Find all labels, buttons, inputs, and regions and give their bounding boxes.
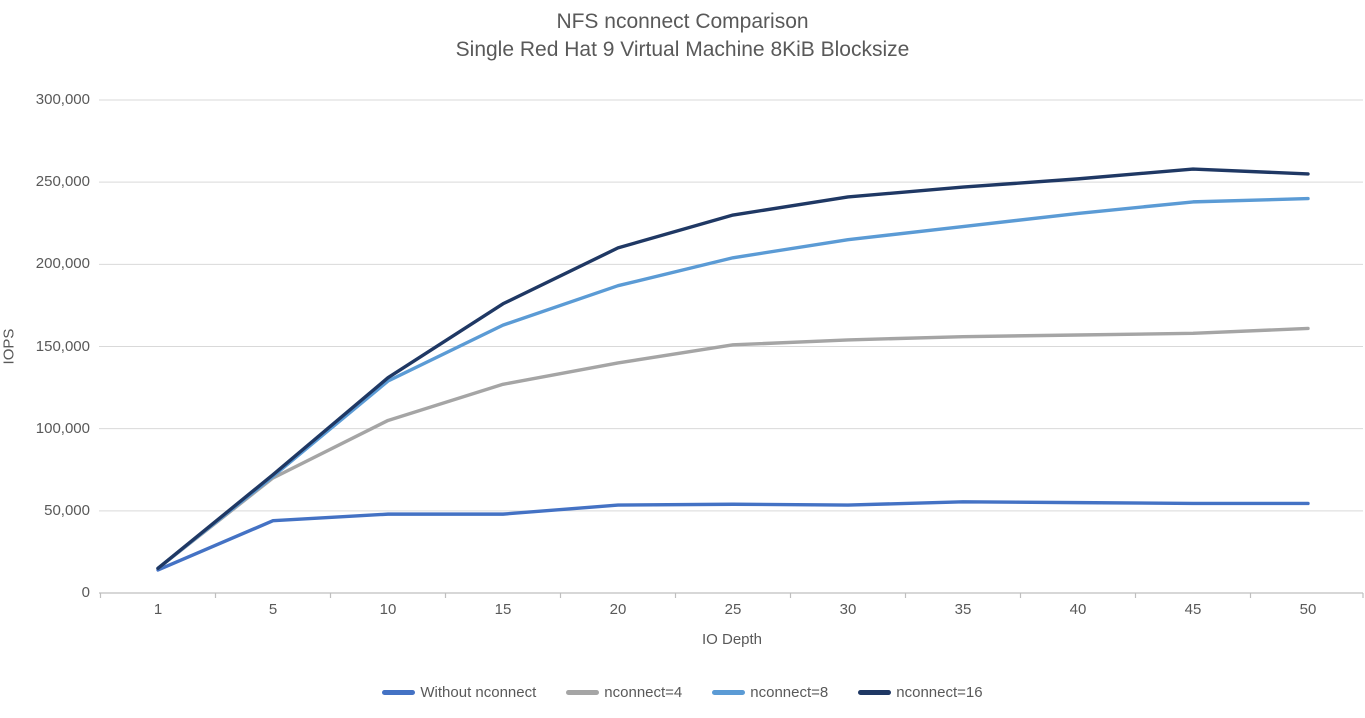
x-tick-label: 5 xyxy=(268,601,278,618)
legend: Without nconnect nconnect=4 nconnect=8 ncon… xyxy=(0,684,1365,701)
legend-line-swatch-icon xyxy=(382,690,416,695)
chart-title-line1: NFS nconnect Comparison xyxy=(556,10,809,33)
y-tick-label: 100,000 xyxy=(35,419,90,437)
legend-line-swatch-icon xyxy=(566,690,600,695)
legend-item-nconnect-16: nconnect=16 xyxy=(858,684,983,701)
x-tick-label: 35 xyxy=(954,601,972,618)
x-tick-label: 10 xyxy=(379,601,397,618)
legend-line-swatch-icon xyxy=(858,690,892,695)
y-tick-label: 50,000 xyxy=(44,501,90,519)
x-tick-label: 50 xyxy=(1299,601,1317,618)
x-tick-label: 1 xyxy=(153,601,163,618)
x-tick-label: 25 xyxy=(724,601,742,618)
x-tick-label: 45 xyxy=(1184,601,1202,618)
series-line-nconnect-4 xyxy=(156,326,1310,571)
y-tick-label: 300,000 xyxy=(35,91,90,108)
series-line-nconnect-8 xyxy=(156,196,1310,571)
y-tick-label: 0 xyxy=(81,584,90,601)
legend-label: nconnect=16 xyxy=(896,684,983,701)
legend-label: nconnect=4 xyxy=(604,684,683,701)
chart-title: NFS nconnect Comparison Single Red Hat 9… xyxy=(0,8,1365,64)
x-tick-label: 20 xyxy=(609,601,627,618)
legend-line-swatch-icon xyxy=(712,690,746,695)
legend-label: Without nconnect xyxy=(420,684,537,701)
legend-item-without-nconnect: Without nconnect xyxy=(382,684,536,701)
series-line-without-nconnect xyxy=(156,500,1310,572)
x-tick-label: 40 xyxy=(1069,601,1087,618)
y-tick-label: 200,000 xyxy=(35,255,90,273)
legend-item-nconnect-8: nconnect=8 xyxy=(712,684,828,701)
legend-label: nconnect=8 xyxy=(750,684,829,701)
y-tick-label: 150,000 xyxy=(35,337,90,355)
y-tick-label: 250,000 xyxy=(35,173,90,191)
x-axis-title: IO Depth xyxy=(701,631,763,648)
legend-item-nconnect-4: nconnect=4 xyxy=(566,684,682,701)
x-tick-label: 30 xyxy=(839,601,857,618)
chart-title-line2: Single Red Hat 9 Virtual Machine 8KiB Bl… xyxy=(455,38,910,61)
series-line-nconnect-16 xyxy=(156,167,1310,571)
x-tick-label: 15 xyxy=(494,601,512,618)
